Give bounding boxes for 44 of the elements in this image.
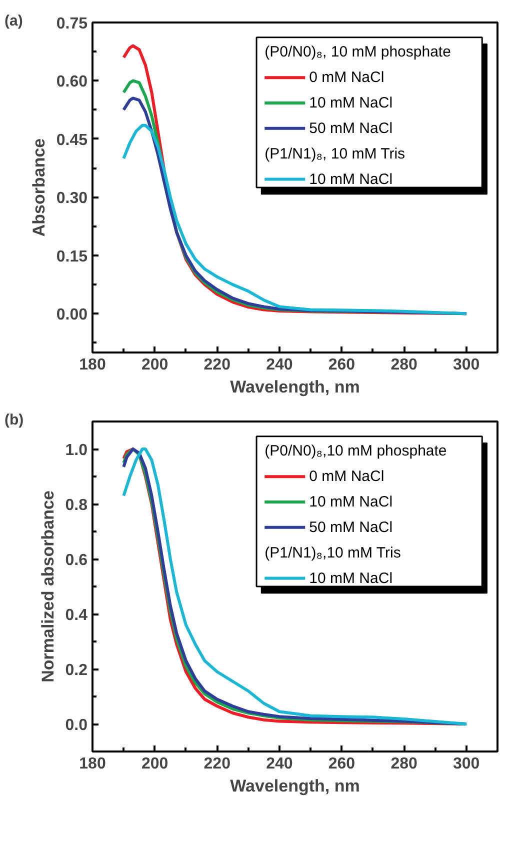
y-tick-label: 0.30 (56, 190, 88, 208)
y-tick-label: 0.75 (56, 16, 88, 32)
y-tick-label: 0.8 (65, 497, 88, 514)
y-tick-label: 0.00 (56, 306, 88, 324)
x-axis-title: Wavelength, nm (230, 378, 360, 396)
x-tick-label: 280 (390, 356, 418, 374)
y-tick-label: 0.15 (56, 248, 88, 266)
chart-title: (a) (4, 12, 23, 30)
x-tick-label: 260 (328, 356, 356, 374)
legend-label: 50 mM NaCl (309, 518, 393, 536)
x-tick-label: 240 (266, 356, 293, 374)
x-axis-title: Wavelength, nm (230, 776, 360, 796)
x-tick-label: 180 (79, 756, 106, 772)
x-tick-label: 180 (79, 356, 106, 374)
x-tick-label: 200 (141, 356, 168, 374)
y-tick-label: 0.0 (65, 717, 88, 734)
x-tick-label: 240 (266, 756, 293, 772)
x-tick-label: 280 (390, 756, 418, 772)
legend-label: 10 mM NaCl (309, 94, 393, 112)
x-tick-label: 200 (141, 756, 168, 772)
legend-label: 0 mM NaCl (309, 69, 384, 86)
legend-label: 10 mM NaCl (309, 570, 393, 587)
x-tick-label: 220 (204, 356, 231, 374)
annotation: (P1/N1)₈, 10 mM Tris (264, 145, 406, 162)
y-tick-label: 0.45 (56, 132, 88, 149)
y-tick-label: 0.60 (56, 74, 88, 91)
legend-label: 10 mM NaCl (309, 494, 393, 511)
x-tick-label: 220 (204, 756, 231, 772)
legend-title: (P0/N0)₈,10 mM phosphate (264, 442, 447, 460)
x-tick-label: 300 (453, 756, 480, 772)
y-tick-label: 0.2 (65, 662, 88, 679)
legend-label: 10 mM NaCl (309, 170, 393, 188)
legend-label: 50 mM NaCl (309, 120, 393, 137)
y-axis-title: Normalized absorbance (38, 490, 58, 682)
x-tick-label: 260 (328, 756, 356, 772)
x-tick-label: 300 (453, 356, 480, 374)
y-tick-label: 0.4 (65, 607, 88, 624)
y-tick-label: 1.0 (65, 442, 88, 459)
chart-title: (b) (4, 412, 24, 428)
legend-title: (P0/N0)₈, 10 mM phosphate (264, 44, 451, 61)
y-tick-label: 0.6 (65, 552, 88, 569)
y-axis-title: Absorbance (29, 138, 48, 237)
annotation: (P1/N1)₈,10 mM Tris (264, 544, 401, 562)
legend-label: 0 mM NaCl (309, 468, 384, 486)
